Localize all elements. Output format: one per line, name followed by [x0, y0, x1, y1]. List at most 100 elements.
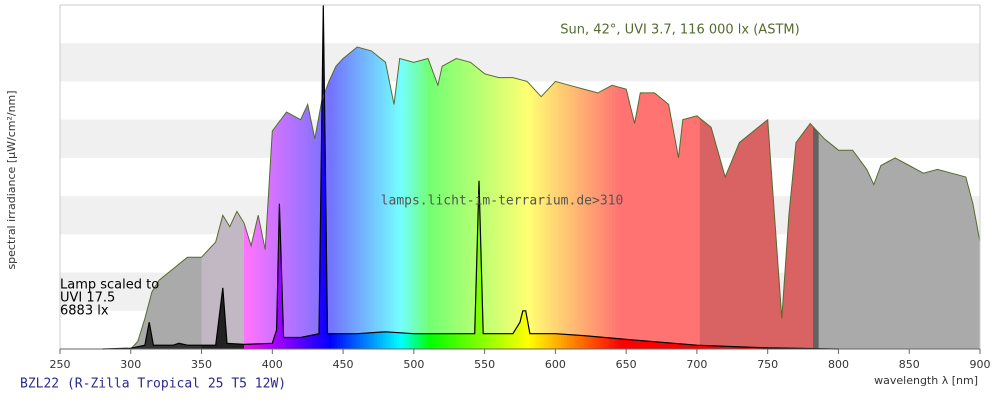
spectrum-slice	[815, 47, 820, 349]
spectrum-slice	[365, 47, 370, 349]
lamp-name: BZL22 (R-Zilla Tropical 25 T5 12W)	[20, 377, 286, 392]
spectrum-slice	[821, 47, 825, 349]
spectrum-slice	[807, 47, 811, 349]
spectrum-slice	[368, 47, 372, 349]
spectrum-slice	[592, 47, 596, 349]
spectrum-slice	[428, 47, 432, 349]
spectrum-slice	[804, 47, 808, 349]
spectrum-slice	[897, 47, 902, 349]
spectrum-slice	[931, 47, 936, 349]
spectrum-slice	[872, 47, 876, 349]
spectrum-slice	[892, 47, 896, 349]
spectrum-slice	[546, 47, 551, 349]
spectrum-slice	[946, 47, 950, 349]
spectrum-slice	[713, 47, 718, 349]
spectrum-slice	[379, 47, 384, 349]
spectrum-slice	[549, 47, 554, 349]
spectrum-slice	[436, 47, 440, 349]
spectrum-slice	[603, 47, 607, 349]
spectrum-slice	[759, 47, 763, 349]
spectrum-slice	[563, 47, 568, 349]
x-tick-label: 250	[50, 358, 71, 371]
spectrum-slice	[306, 47, 310, 349]
spectrum-slice	[722, 47, 726, 349]
spectrum-slice	[662, 47, 667, 349]
spectrum-slice	[620, 47, 624, 349]
spectrum-slice	[535, 47, 539, 349]
spectrum-slice	[866, 47, 871, 349]
spectrum-slice	[651, 47, 655, 349]
spectrum-slice	[812, 47, 817, 349]
spectrum-slice	[575, 47, 579, 349]
x-tick-label: 500	[403, 358, 424, 371]
spectrum-slice	[337, 47, 341, 349]
spectrum-slice	[396, 47, 401, 349]
spectrum-slice	[730, 47, 735, 349]
spectrum-slice	[702, 47, 706, 349]
spectrum-slice	[419, 47, 423, 349]
spectrum-slice	[965, 47, 970, 349]
spectrum-slice	[374, 47, 378, 349]
x-tick-label: 850	[899, 358, 920, 371]
spectrum-slice	[838, 47, 842, 349]
spectrum-slice	[558, 47, 562, 349]
x-tick-label: 800	[828, 358, 849, 371]
spectrum-slice	[487, 47, 491, 349]
spectrum-slice	[521, 47, 525, 349]
spectrum-slice	[413, 47, 418, 349]
spectrum-slice	[303, 47, 307, 349]
spectrum-slice	[810, 47, 814, 349]
sun-line	[130, 46, 981, 350]
spectrum-slice	[394, 47, 398, 349]
spectrum-slice	[275, 47, 279, 349]
spectrum-slice	[326, 47, 330, 349]
spectrum-slice	[719, 47, 723, 349]
spectrum-slice	[561, 47, 565, 349]
spectrum-slice	[841, 47, 845, 349]
spectrum-slice	[793, 47, 797, 349]
spectrum-slice	[705, 47, 709, 349]
spectrum-slice	[767, 47, 772, 349]
spectrum-slice	[578, 47, 582, 349]
spectrum-slice	[300, 47, 304, 349]
spectrum-slice	[425, 47, 429, 349]
spectrum-slice	[827, 47, 831, 349]
spectrum-slice	[832, 47, 837, 349]
spectrum-slice	[968, 47, 973, 349]
spectrum-slice	[878, 47, 882, 349]
spectrum-slice	[926, 47, 930, 349]
spectrum-slice	[886, 47, 890, 349]
spectrum-slice	[677, 47, 681, 349]
spectrum-slice	[309, 47, 313, 349]
spectrum-slice	[937, 47, 941, 349]
spectrum-slice	[566, 47, 571, 349]
spectrum-slice	[456, 47, 460, 349]
spectrum-slice	[728, 47, 732, 349]
spectrum-slice	[283, 47, 287, 349]
spectrum-slice	[595, 47, 599, 349]
x-axis-label: wavelength λ [nm]	[874, 374, 978, 387]
spectrum-slice	[586, 47, 590, 349]
spectrum-slice	[422, 47, 426, 349]
spectrum-slice	[798, 47, 803, 349]
spectrum-slice	[362, 47, 367, 349]
spectrum-slice	[345, 47, 350, 349]
spectrum-slice	[750, 47, 755, 349]
spectrum-slice	[583, 47, 588, 349]
spectrum-slice	[343, 47, 347, 349]
spectrum-slice	[679, 47, 684, 349]
spectrum-slice	[711, 47, 715, 349]
spectrum-slice	[628, 47, 633, 349]
grid-band	[60, 43, 980, 82]
spectrum-slice	[889, 47, 893, 349]
spectrum-slice	[739, 47, 743, 349]
spectrum-slice	[844, 47, 848, 349]
spectrum-slice	[606, 47, 610, 349]
spectrum-slice	[824, 47, 828, 349]
spectrum-slice	[552, 47, 556, 349]
spectrum-slice	[796, 47, 800, 349]
spectrum-slice	[846, 47, 851, 349]
spectrum-slice	[351, 47, 355, 349]
spectrum-slice	[515, 47, 520, 349]
